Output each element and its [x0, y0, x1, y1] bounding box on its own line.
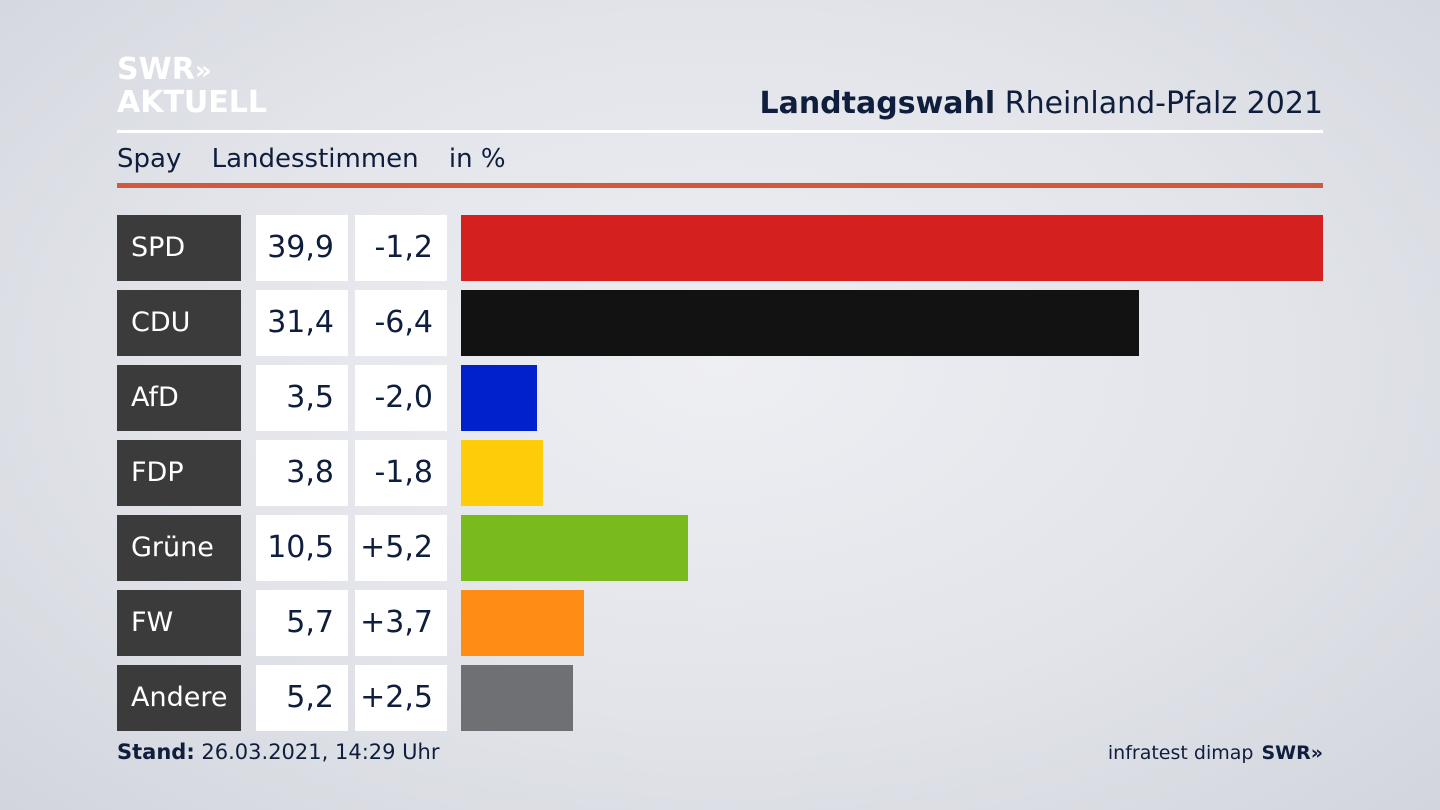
party-label: FW — [117, 590, 241, 656]
bar-row: Andere 5,2 +2,5 — [117, 665, 1323, 731]
party-label: AfD — [117, 365, 241, 431]
accent-divider — [117, 183, 1323, 188]
subtitle-place: Spay — [117, 144, 182, 174]
vote-share-label: 31,4 — [256, 290, 348, 356]
title-bold: Landtagswahl — [759, 86, 996, 121]
bar-row: SPD 39,9 -1,2 — [117, 215, 1323, 281]
vote-share-label: 39,9 — [256, 215, 348, 281]
subtitle-measure: Landesstimmen — [211, 144, 419, 174]
party-label: CDU — [117, 290, 241, 356]
swr-aktuell-logo: SWR» AKTUELL — [117, 54, 267, 119]
swr-brand-text: SWR — [1261, 742, 1311, 764]
vote-share-label: 3,8 — [256, 440, 348, 506]
party-label: FDP — [117, 440, 241, 506]
bar-row: Grüne 10,5 +5,2 — [117, 515, 1323, 581]
change-label: -1,8 — [355, 440, 447, 506]
vote-bar — [461, 590, 584, 656]
source-name: infratest dimap — [1107, 742, 1254, 764]
chart-title: Landtagswahl Rheinland-Pfalz 2021 — [759, 86, 1323, 121]
logo-swr-text: SWR — [117, 52, 195, 87]
vote-bar — [461, 665, 573, 731]
vote-bar — [461, 215, 1323, 281]
vote-bar — [461, 365, 537, 431]
change-label: -6,4 — [355, 290, 447, 356]
chevrons-icon: » — [1310, 742, 1323, 764]
vote-bar — [461, 515, 688, 581]
bar-row: AfD 3,5 -2,0 — [117, 365, 1323, 431]
party-label: Grüne — [117, 515, 241, 581]
header-divider — [117, 130, 1323, 133]
stand-label: Stand: — [117, 740, 195, 764]
vote-share-label: 5,7 — [256, 590, 348, 656]
timestamp: Stand: 26.03.2021, 14:29 Uhr — [117, 740, 440, 764]
subtitle-unit: in % — [448, 144, 506, 174]
bar-row: FW 5,7 +3,7 — [117, 590, 1323, 656]
bar-row: FDP 3,8 -1,8 — [117, 440, 1323, 506]
change-label: +3,7 — [355, 590, 447, 656]
change-label: +5,2 — [355, 515, 447, 581]
title-rest: Rheinland-Pfalz 2021 — [995, 86, 1323, 121]
vote-share-label: 3,5 — [256, 365, 348, 431]
vote-bar — [461, 290, 1139, 356]
bar-row: CDU 31,4 -6,4 — [117, 290, 1323, 356]
vote-share-label: 10,5 — [256, 515, 348, 581]
stand-value: 26.03.2021, 14:29 Uhr — [194, 740, 440, 764]
change-label: +2,5 — [355, 665, 447, 731]
change-label: -2,0 — [355, 365, 447, 431]
swr-brand: SWR» — [1261, 742, 1323, 764]
source-credit: infratest dimap SWR» — [1108, 742, 1323, 764]
party-label: SPD — [117, 215, 241, 281]
chart-subtitle: Spay Landesstimmen in % — [117, 144, 528, 174]
chevrons-icon: » — [194, 56, 212, 86]
vote-share-label: 5,2 — [256, 665, 348, 731]
change-label: -1,2 — [355, 215, 447, 281]
party-label: Andere — [117, 665, 241, 731]
logo-aktuell-text: AKTUELL — [117, 85, 268, 120]
vote-bar — [461, 440, 543, 506]
